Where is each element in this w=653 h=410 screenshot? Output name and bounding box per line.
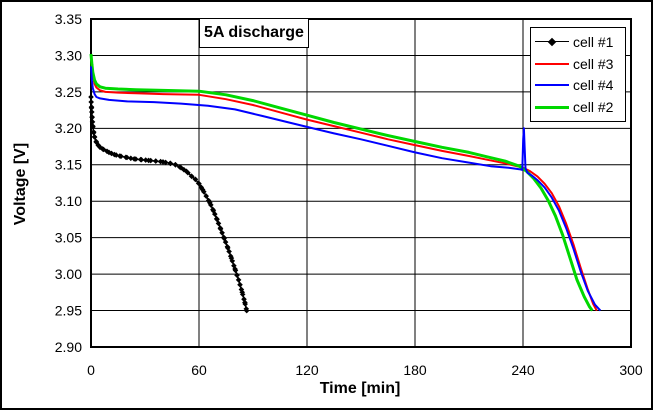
plot-border xyxy=(90,18,632,348)
x-tick-label: 180 xyxy=(403,362,427,378)
legend-line-sample xyxy=(535,38,569,47)
legend-label: cell #4 xyxy=(573,77,614,94)
legend-item-cell1: cell #1 xyxy=(531,31,625,52)
y-tick-label: 3.30 xyxy=(55,47,82,63)
chart-title-box: 5A discharge xyxy=(199,18,309,48)
x-tick-label: 120 xyxy=(295,362,319,378)
series-cell-4 xyxy=(90,66,602,312)
x-axis-label: Time [min] xyxy=(319,380,401,397)
y-tick-label: 3.25 xyxy=(55,84,82,100)
legend-line-sample xyxy=(535,84,569,87)
y-tick-label: 3.35 xyxy=(55,11,82,27)
x-tick-label: 300 xyxy=(619,362,643,378)
series-cell-1 xyxy=(88,94,250,314)
legend-item-cell4: cell #4 xyxy=(531,75,625,96)
x-tick-label: 60 xyxy=(191,362,207,378)
data-point-markers xyxy=(88,94,250,314)
legend-label: cell #1 xyxy=(573,33,614,50)
legend-label: cell #3 xyxy=(573,55,614,72)
series-cell-2 xyxy=(89,53,594,312)
series-cell-3 xyxy=(90,55,598,312)
chart-title: 5A discharge xyxy=(204,24,304,41)
legend-line-sample xyxy=(535,105,569,109)
legend-item-cell3: cell #3 xyxy=(531,53,625,74)
legend-item-cell2: cell #2 xyxy=(531,97,625,118)
legend-line-sample xyxy=(535,62,569,65)
y-tick-label: 2.90 xyxy=(55,339,82,355)
y-tick-label: 2.95 xyxy=(55,302,82,318)
y-axis-label: Voltage [V] xyxy=(12,142,29,226)
y-tick-label: 3.00 xyxy=(55,266,82,282)
x-tick-label: 240 xyxy=(511,362,535,378)
x-tick-label: 0 xyxy=(87,362,95,378)
y-tick-label: 3.10 xyxy=(55,193,82,209)
legend-label: cell #2 xyxy=(573,99,614,116)
diamond-marker-icon xyxy=(547,38,557,47)
y-tick-labels: 3.35 3.30 3.25 3.20 3.15 3.10 3.05 3.00 2.95 2.90 xyxy=(55,11,82,355)
y-tick-label: 3.15 xyxy=(55,157,82,173)
y-tick-label: 3.20 xyxy=(55,120,82,136)
y-tick-label: 3.05 xyxy=(55,230,82,246)
x-tick-labels: 0 60 120 180 240 300 xyxy=(87,362,643,378)
legend-box: cell #1 cell #3 cell #4 cell #2 xyxy=(530,27,626,122)
